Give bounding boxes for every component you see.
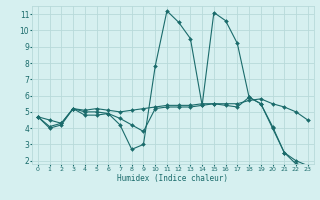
X-axis label: Humidex (Indice chaleur): Humidex (Indice chaleur): [117, 174, 228, 183]
